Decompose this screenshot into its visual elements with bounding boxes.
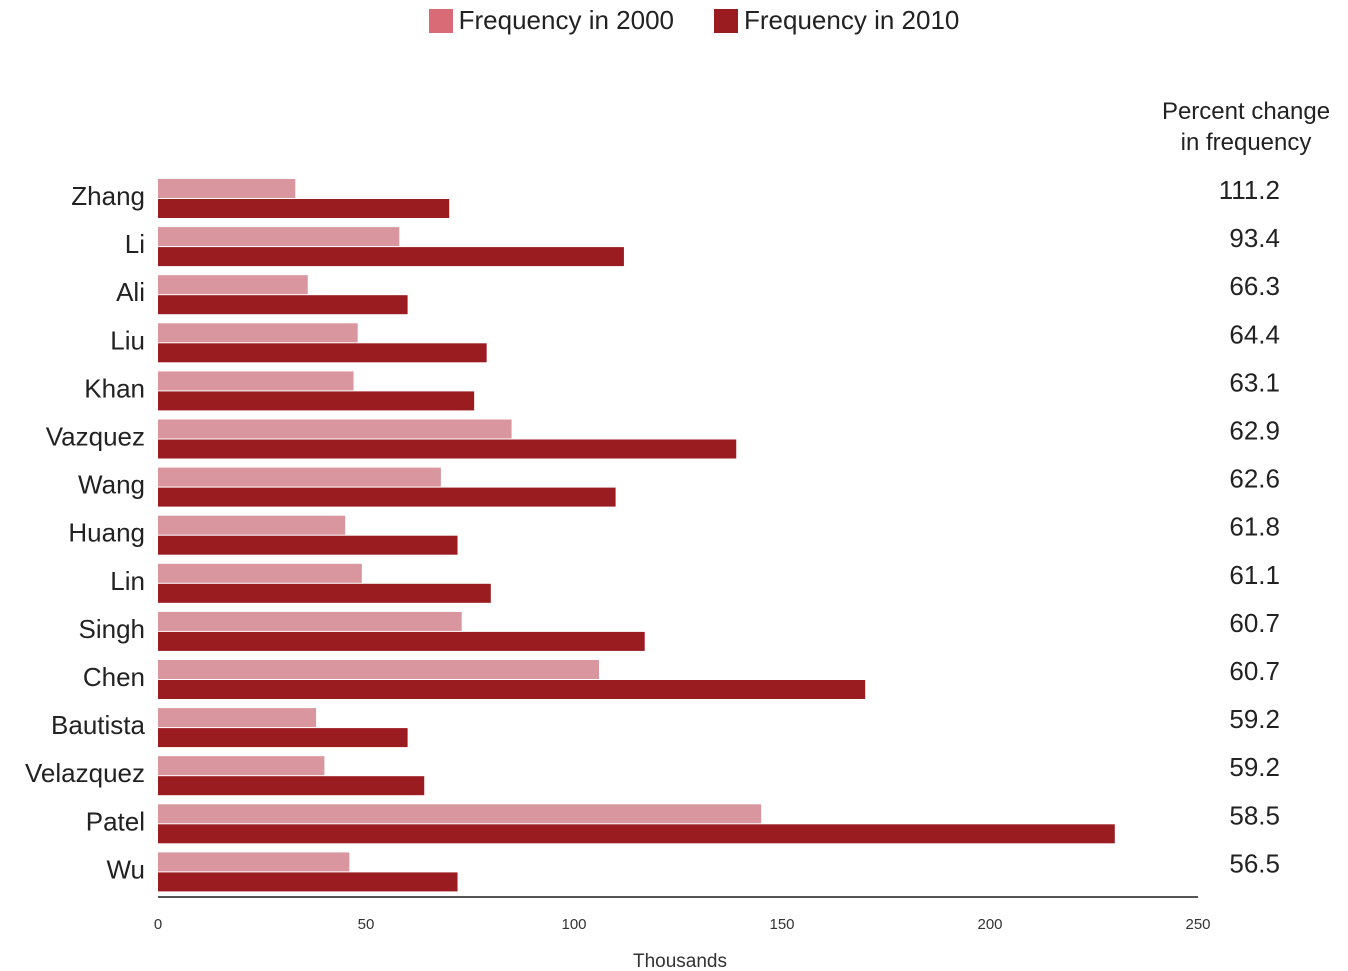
percent-change-header-line2: in frequency [1180, 129, 1312, 156]
legend-label-2000: Frequency in 2000 [458, 5, 674, 35]
percent-change-header: Percent change in frequency [1142, 96, 1348, 158]
category-label-singh: Singh [79, 614, 146, 644]
bar-2000-wu [158, 852, 350, 872]
legend: Frequency in 2000 Frequency in 2010 [20, 5, 1348, 36]
x-tick-label-200: 200 [977, 916, 1002, 933]
x-tick-label-250: 250 [1185, 916, 1210, 933]
bar-2010-vazquez [158, 439, 737, 459]
percent-change-wang: 62.6 [1229, 464, 1280, 494]
category-label-ali: Ali [116, 277, 145, 307]
bar-2000-wang [158, 467, 441, 487]
bar-2000-singh [158, 611, 462, 631]
category-label-huang: Huang [68, 518, 145, 548]
bar-2000-li [158, 227, 400, 247]
bar-2000-patel [158, 804, 762, 824]
percent-change-patel: 58.5 [1229, 800, 1280, 830]
bar-2000-bautista [158, 708, 317, 728]
percent-change-khan: 63.1 [1229, 367, 1280, 397]
bar-2000-huang [158, 515, 346, 535]
x-axis-title: Thousands [633, 951, 727, 971]
legend-swatch-2010 [714, 8, 738, 33]
category-label-khan: Khan [84, 373, 145, 403]
bar-2010-khan [158, 391, 475, 411]
category-label-wang: Wang [78, 470, 145, 500]
percent-change-vazquez: 62.9 [1229, 416, 1280, 446]
category-label-lin: Lin [110, 566, 145, 596]
legend-item-2000: Frequency in 2000 [428, 5, 674, 36]
bar-2010-zhang [158, 199, 450, 218]
bar-2010-bautista [158, 728, 408, 748]
percent-change-ali: 66.3 [1229, 271, 1280, 301]
bar-2010-chen [158, 680, 866, 699]
percent-change-li: 93.4 [1229, 223, 1280, 253]
percent-change-huang: 61.8 [1229, 512, 1280, 542]
bar-2010-wang [158, 487, 616, 507]
bar-2000-khan [158, 371, 354, 391]
bar-2010-patel [158, 824, 1115, 844]
percent-change-liu: 64.4 [1229, 319, 1280, 349]
bar-2010-wu [158, 872, 458, 892]
legend-item-2010: Frequency in 2010 [714, 5, 959, 36]
category-label-bautista: Bautista [51, 710, 145, 740]
percent-change-bautista: 59.2 [1229, 704, 1280, 734]
bar-2010-ali [158, 295, 408, 315]
bar-2010-lin [158, 583, 491, 603]
category-label-zhang: Zhang [71, 181, 145, 211]
percent-change-wu: 56.5 [1229, 848, 1280, 878]
category-label-patel: Patel [86, 806, 145, 836]
x-tick-label-150: 150 [769, 916, 794, 933]
bar-2000-lin [158, 563, 362, 583]
legend-swatch-2000 [428, 8, 453, 33]
legend-label-2010: Frequency in 2010 [744, 5, 960, 35]
category-label-vazquez: Vazquez [46, 422, 145, 452]
category-label-chen: Chen [83, 662, 145, 692]
bar-2000-zhang [158, 179, 296, 198]
category-label-li: Li [125, 229, 145, 259]
percent-change-header-line1: Percent change [1161, 98, 1331, 125]
bar-2000-vazquez [158, 419, 512, 439]
percent-change-velazquez: 59.2 [1229, 752, 1280, 782]
bar-2010-liu [158, 343, 487, 363]
bar-2000-liu [158, 323, 358, 343]
percent-change-singh: 60.7 [1229, 608, 1280, 638]
bar-2000-velazquez [158, 756, 325, 776]
bar-2010-velazquez [158, 776, 425, 796]
x-tick-label-0: 0 [154, 916, 162, 933]
bar-2010-singh [158, 631, 645, 651]
bar-2010-li [158, 247, 624, 267]
category-label-wu: Wu [106, 854, 145, 884]
bar-2010-huang [158, 535, 458, 555]
percent-change-zhang: 111.2 [1219, 175, 1280, 205]
x-tick-label-100: 100 [561, 916, 586, 933]
x-tick-label-50: 50 [358, 916, 375, 933]
bar-2000-ali [158, 275, 308, 295]
category-label-liu: Liu [110, 325, 145, 355]
percent-change-chen: 60.7 [1229, 656, 1280, 686]
bar-2000-chen [158, 660, 599, 679]
percent-change-lin: 61.1 [1229, 560, 1280, 590]
category-label-velazquez: Velazquez [25, 758, 145, 788]
